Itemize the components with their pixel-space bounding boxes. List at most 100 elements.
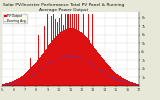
Bar [128, 81, 129, 86]
Bar [35, 63, 36, 86]
Bar [58, 34, 59, 86]
Bar [83, 14, 84, 86]
Bar [13, 81, 14, 86]
Bar [62, 31, 63, 86]
Bar [2, 84, 3, 86]
Text: Solar PV/Inverter Performance Total PV Panel & Running Average Power Output: Solar PV/Inverter Performance Total PV P… [3, 3, 125, 12]
Bar [78, 14, 79, 86]
Bar [68, 14, 69, 86]
Bar [6, 83, 7, 86]
Bar [46, 49, 47, 86]
Bar [119, 76, 120, 86]
Bar [34, 64, 35, 86]
Bar [59, 18, 60, 86]
Bar [107, 64, 108, 86]
Bar [38, 35, 39, 86]
Bar [124, 79, 125, 86]
Bar [21, 76, 22, 86]
Bar [4, 84, 5, 86]
Bar [84, 35, 85, 86]
Bar [39, 58, 40, 86]
Bar [54, 38, 55, 86]
Bar [81, 32, 82, 86]
Bar [69, 28, 70, 86]
Bar [8, 82, 9, 86]
Bar [102, 58, 103, 86]
Bar [15, 80, 16, 86]
Bar [12, 81, 13, 86]
Bar [32, 66, 33, 86]
Bar [64, 30, 65, 86]
Bar [123, 78, 124, 86]
Bar [20, 77, 21, 86]
Bar [10, 82, 11, 86]
Bar [88, 40, 89, 86]
Bar [40, 57, 41, 86]
Bar [19, 78, 20, 86]
Bar [77, 30, 78, 86]
Bar [60, 32, 61, 86]
Bar [90, 43, 91, 86]
Bar [14, 80, 15, 86]
Bar [49, 44, 50, 86]
Bar [132, 82, 133, 86]
Bar [9, 82, 10, 86]
Bar [104, 60, 105, 86]
Bar [52, 40, 53, 86]
Bar [79, 31, 80, 86]
Bar [70, 14, 71, 86]
Bar [122, 78, 123, 86]
Bar [99, 54, 100, 86]
Bar [106, 63, 107, 86]
Bar [116, 74, 117, 86]
Bar [110, 67, 111, 86]
Bar [96, 50, 97, 86]
Bar [57, 22, 58, 86]
Bar [136, 84, 137, 86]
Bar [108, 65, 109, 86]
Bar [45, 50, 46, 86]
Bar [94, 48, 95, 86]
Bar [97, 52, 98, 86]
Bar [75, 29, 76, 86]
Bar [101, 57, 102, 86]
Bar [37, 60, 38, 86]
Bar [71, 28, 72, 86]
Bar [42, 54, 43, 86]
Bar [117, 74, 118, 86]
Bar [121, 77, 122, 86]
Bar [3, 84, 4, 86]
Bar [67, 14, 68, 86]
Bar [31, 67, 32, 86]
Bar [51, 16, 52, 86]
Bar [134, 83, 135, 86]
Bar [109, 66, 110, 86]
Bar [127, 80, 128, 86]
Bar [23, 75, 24, 86]
Bar [103, 59, 104, 86]
Bar [66, 29, 67, 86]
Bar [125, 79, 126, 86]
Bar [43, 53, 44, 86]
Bar [30, 58, 31, 86]
Bar [120, 76, 121, 86]
Bar [105, 62, 106, 86]
Bar [17, 79, 18, 86]
Bar [135, 83, 136, 86]
Bar [133, 83, 134, 86]
Bar [65, 14, 66, 86]
Bar [73, 28, 74, 86]
Bar [24, 74, 25, 86]
Bar [114, 72, 115, 86]
Bar [118, 75, 119, 86]
Bar [91, 44, 92, 86]
Bar [82, 33, 83, 86]
Bar [25, 73, 26, 86]
Bar [126, 80, 127, 86]
Bar [36, 62, 37, 86]
Bar [33, 65, 34, 86]
Legend: PV Output, Running Avg: PV Output, Running Avg [3, 14, 27, 23]
Bar [86, 37, 87, 86]
Bar [87, 38, 88, 86]
Bar [130, 82, 131, 86]
